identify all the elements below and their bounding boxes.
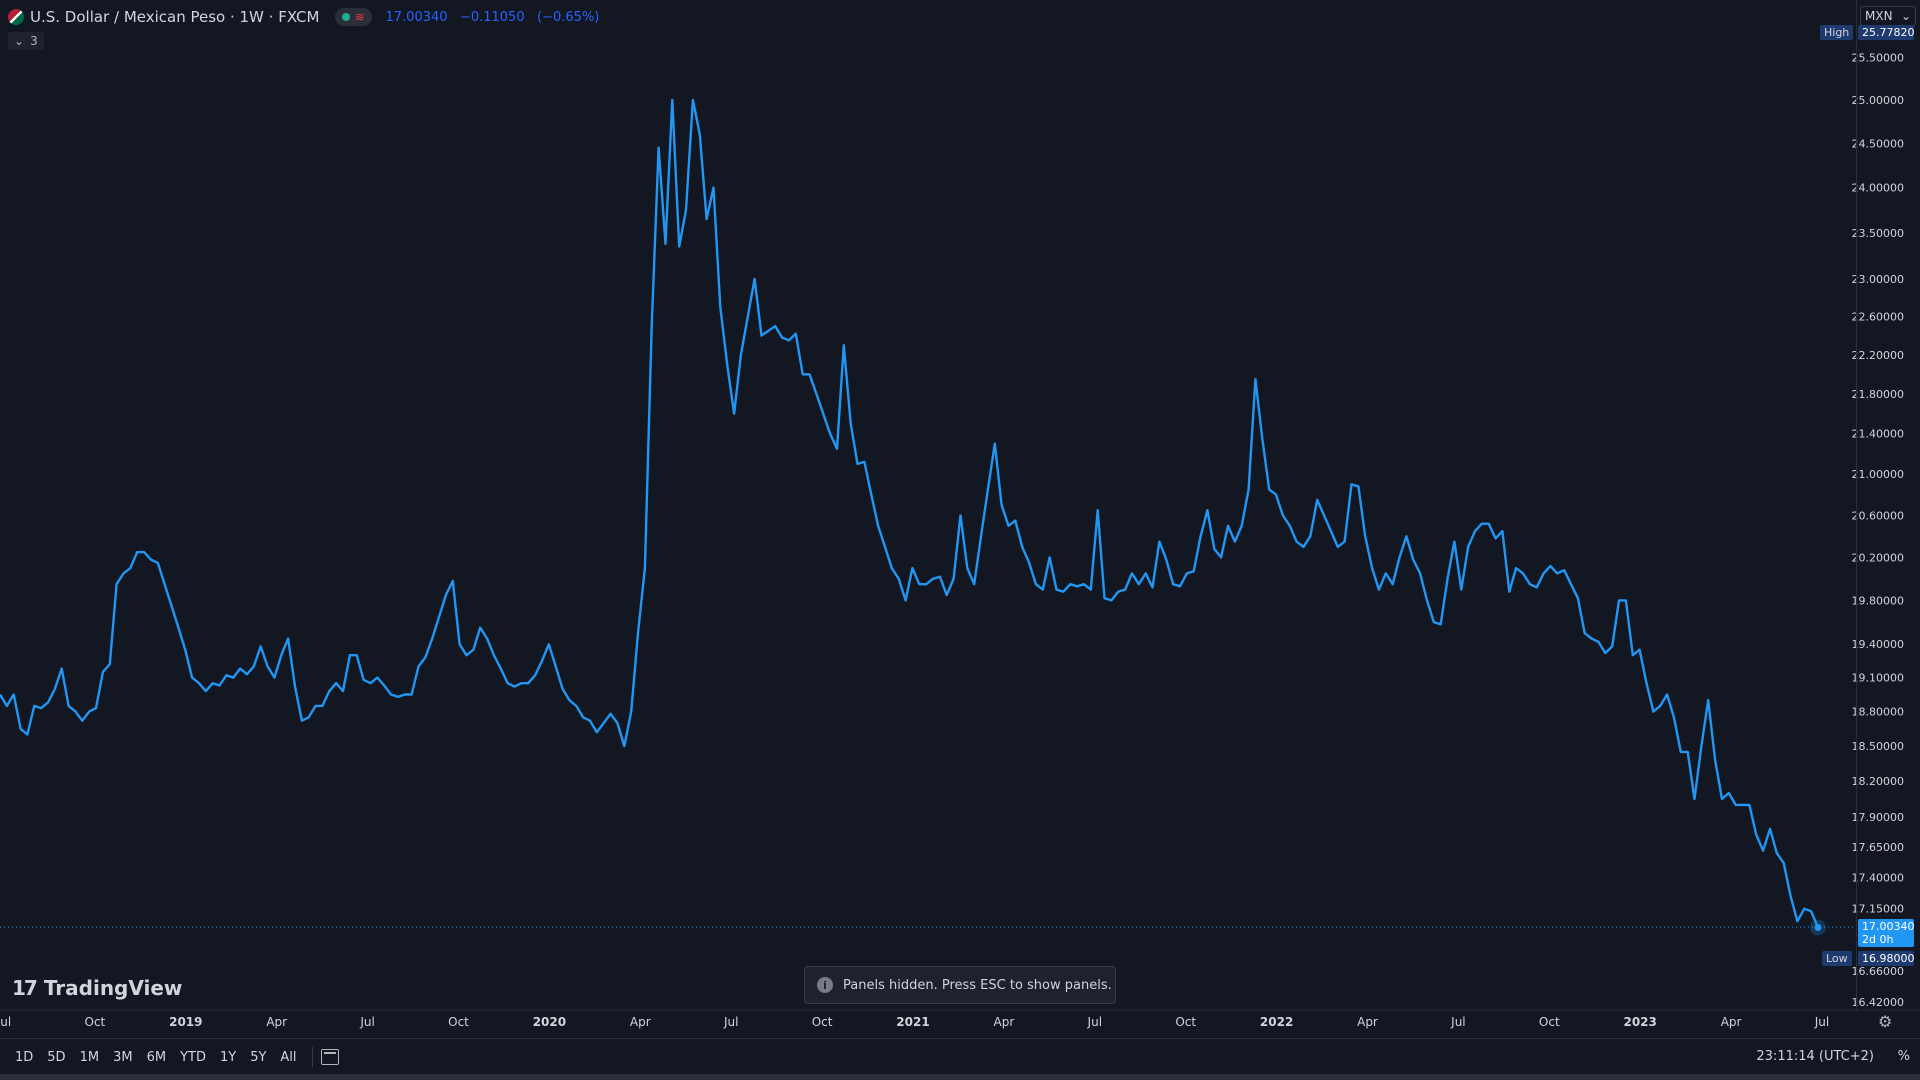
y-tick-label: 17.15000 (1852, 903, 1905, 916)
x-tick-label: Jul (723, 1015, 738, 1029)
y-tick-label: 18.20000 (1852, 775, 1905, 788)
x-tick-label: Oct (85, 1015, 106, 1029)
range-button-all[interactable]: All (280, 1049, 297, 1065)
x-tick-label: Jul (1814, 1015, 1829, 1029)
date-range-list: 1D 5D 1M 3M 6M YTD 1Y 5Y All (8, 1050, 304, 1065)
low-value: 16.98000 (1858, 951, 1915, 966)
symbol-title[interactable]: U.S. Dollar / Mexican Peso · 1W · FXCM (30, 8, 320, 26)
y-tick-label: 20.20000 (1852, 551, 1905, 564)
x-tick-label: 2022 (1260, 1015, 1293, 1029)
chevron-down-icon: ⌄ (14, 34, 25, 48)
high-value: 25.77820 (1858, 25, 1915, 40)
x-tick-label: Jul (359, 1015, 374, 1029)
high-label: High (1820, 25, 1854, 40)
symbol-header: U.S. Dollar / Mexican Peso · 1W · FXCM ≋… (8, 6, 599, 28)
y-tick-label: 18.80000 (1852, 706, 1905, 719)
market-status-pill[interactable]: ≋ (335, 8, 372, 26)
y-tick-label: 21.00000 (1852, 468, 1905, 481)
y-tick-label: 18.50000 (1852, 740, 1905, 753)
currency-label: MXN (1865, 9, 1893, 23)
y-tick-label: 19.80000 (1852, 594, 1905, 607)
price-axis-divider (1856, 0, 1857, 1010)
go-to-date-icon[interactable] (320, 1049, 339, 1065)
low-label: Low (1822, 951, 1852, 966)
y-tick-label: 23.00000 (1852, 273, 1905, 286)
info-icon: i (817, 977, 833, 993)
range-button-1y[interactable]: 1Y (219, 1049, 237, 1065)
x-tick-label: Apr (630, 1015, 651, 1029)
x-tick-label: Jul (0, 1015, 11, 1029)
x-tick-label: Apr (1357, 1015, 1378, 1029)
x-tick-label: 2019 (169, 1015, 202, 1029)
change-pct-text: (−0.65%) (537, 9, 600, 25)
indicators-collapse-button[interactable]: ⌄ 3 (8, 32, 44, 50)
panels-hidden-toast: i Panels hidden. Press ESC to show panel… (804, 966, 1116, 1004)
range-button-6m[interactable]: 6M (146, 1049, 167, 1065)
x-tick-label: Apr (1721, 1015, 1742, 1029)
y-tick-label: 22.20000 (1852, 349, 1905, 362)
chevron-down-icon: ⌄ (1900, 9, 1911, 23)
y-tick-label: 17.40000 (1852, 872, 1905, 885)
y-tick-label: 17.65000 (1852, 841, 1905, 854)
y-tick-label: 19.40000 (1852, 638, 1905, 651)
range-button-5y[interactable]: 5Y (250, 1049, 267, 1065)
usd-mxn-flag-icon (8, 9, 24, 25)
x-tick-label: Jul (1087, 1015, 1102, 1029)
x-tick-label: 2023 (1623, 1015, 1656, 1029)
x-tick-label: Oct (1539, 1015, 1560, 1029)
y-tick-label: 24.50000 (1852, 137, 1905, 150)
change-text: −0.11050 (459, 9, 525, 25)
currency-selector[interactable]: MXN ⌄ (1860, 6, 1916, 26)
y-tick-label: 16.42000 (1852, 996, 1905, 1009)
y-tick-label: 20.60000 (1852, 509, 1905, 522)
x-tick-label: 2020 (533, 1015, 566, 1029)
last-price-text: 17.00340 (385, 9, 448, 25)
y-tick-label: 23.50000 (1852, 227, 1905, 240)
data-delay-icon: ≋ (354, 10, 365, 24)
y-tick-label: 25.50000 (1852, 52, 1905, 65)
indicator-count: 3 (30, 34, 38, 48)
x-tick-label: Jul (1450, 1015, 1465, 1029)
settings-gear-icon[interactable]: ⚙ (1878, 1012, 1893, 1031)
last-price-value: 17.00340 (1862, 920, 1915, 933)
x-tick-label: Oct (1175, 1015, 1196, 1029)
quote-values: 17.00340 −0.11050 (−0.65%) (386, 10, 600, 25)
y-tick-label: 16.66000 (1852, 965, 1905, 978)
bottom-toolbar: 1D 5D 1M 3M 6M YTD 1Y 5Y All 23:11:14 (UTC+2) % (0, 1038, 1920, 1075)
toolbar-divider (311, 1047, 313, 1067)
y-tick-label: 21.40000 (1852, 428, 1905, 441)
logo-text: TradingView (43, 976, 183, 1000)
x-tick-label: Apr (266, 1015, 287, 1029)
range-button-1m[interactable]: 1M (79, 1049, 100, 1065)
tradingview-logo-icon: 17 (12, 976, 38, 1000)
last-point-marker (1814, 924, 1822, 932)
y-tick-label: 22.60000 (1852, 311, 1905, 324)
range-button-1d[interactable]: 1D (15, 1049, 34, 1065)
x-tick-label: Oct (812, 1015, 833, 1029)
y-tick-label: 17.90000 (1852, 811, 1905, 824)
range-button-ytd[interactable]: YTD (180, 1049, 206, 1065)
y-tick-label: 19.10000 (1852, 672, 1905, 685)
range-button-3m[interactable]: 3M (113, 1049, 133, 1065)
timezone-clock[interactable]: 23:11:14 (UTC+2) (1756, 1049, 1874, 1064)
percent-scale-toggle[interactable]: % (1897, 1049, 1910, 1064)
toast-text: Panels hidden. Press ESC to show panels. (843, 977, 1112, 993)
y-tick-label: 24.00000 (1852, 182, 1905, 195)
x-tick-label: 2021 (896, 1015, 929, 1029)
x-tick-label: Oct (448, 1015, 469, 1029)
market-open-icon (342, 13, 351, 21)
last-price-tag: 17.00340 2d 0h (1858, 919, 1915, 947)
x-tick-label: Apr (994, 1015, 1015, 1029)
y-tick-label: 21.80000 (1852, 388, 1905, 401)
bar-countdown: 2d 0h (1862, 933, 1894, 946)
price-chart[interactable]: 25.50000 25.00000 24.50000 24.00000 23.50000… (0, 0, 1920, 1040)
range-button-5d[interactable]: 5D (47, 1049, 66, 1065)
tradingview-logo[interactable]: 17 TradingView (12, 976, 182, 1000)
y-tick-label: 25.00000 (1852, 94, 1905, 107)
series-line[interactable] (0, 98, 1820, 928)
footer-strip (0, 1074, 1920, 1080)
